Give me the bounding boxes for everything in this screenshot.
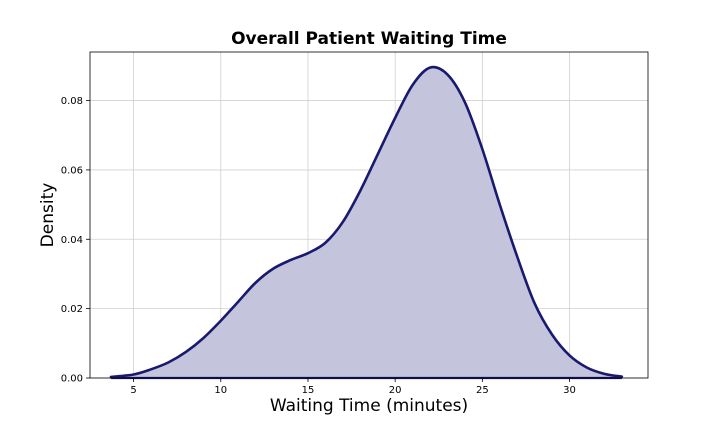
x-tick-label: 25 — [476, 385, 489, 396]
x-tick-label: 5 — [130, 385, 136, 396]
x-tick-label: 20 — [389, 385, 402, 396]
chart-title: Overall Patient Waiting Time — [231, 29, 507, 49]
x-tick-label: 30 — [563, 385, 576, 396]
y-tick-label: 0.08 — [61, 96, 83, 107]
y-tick-label: 0.02 — [61, 304, 83, 315]
density-curve — [109, 65, 624, 379]
x-axis-label: Waiting Time (minutes) — [269, 396, 469, 416]
y-tick-label: 0.00 — [61, 374, 83, 385]
y-tick-label: 0.04 — [61, 235, 83, 246]
y-axis-label: Density — [38, 182, 58, 248]
x-tick-label: 10 — [214, 385, 227, 396]
y-tick-label: 0.06 — [61, 165, 83, 176]
y-ticks: 0.00 0.02 0.04 0.06 0.08 — [61, 96, 90, 385]
x-ticks: 5 10 15 20 25 30 — [130, 378, 576, 396]
axes-frame — [89, 51, 649, 379]
density-fill-layer — [110, 67, 622, 379]
x-tick-label: 15 — [302, 385, 315, 396]
density-area — [110, 67, 622, 379]
